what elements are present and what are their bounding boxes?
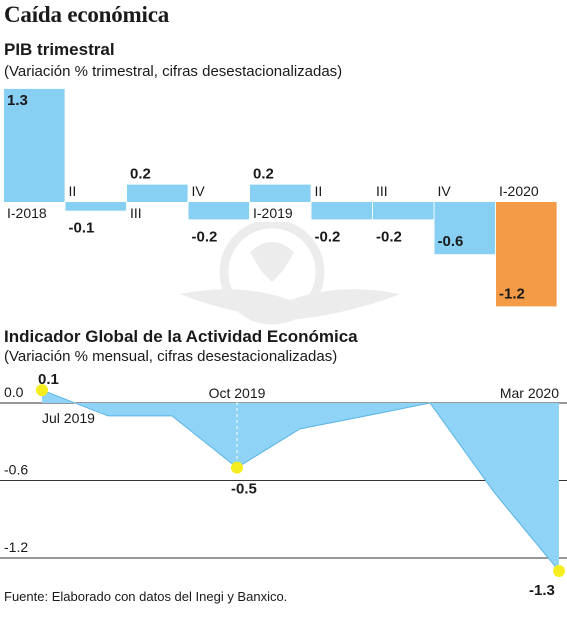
gdp-value-label: 0.2 (253, 166, 274, 183)
gdp-category-label: II (69, 183, 77, 199)
gdp-value-label: -0.2 (376, 228, 402, 245)
igae-x-label: Oct 2019 (209, 385, 266, 401)
gdp-bar-5 (311, 202, 373, 220)
gdp-value-label: -0.1 (69, 220, 95, 237)
igae-point-marker (553, 564, 565, 577)
igae-point-label: 0.1 (38, 371, 59, 388)
gdp-value-label: -0.2 (315, 228, 341, 245)
gdp-category-label: I-2019 (253, 205, 293, 221)
igae-point-marker (231, 461, 243, 474)
gdp-bar-8 (496, 202, 557, 307)
gdp-bar-chart: I-2018 1.3 II -0.1 III 0.2 IV -0.2 I-2019 0.2 II -0… (4, 88, 557, 307)
gdp-bar-0 (4, 88, 65, 202)
igae-chart-subtitle: (Variación % mensual, cifras desestacion… (4, 348, 338, 365)
gdp-value-label: -0.6 (438, 233, 464, 250)
gdp-category-label: IV (438, 183, 452, 199)
gdp-value-label: 1.3 (7, 92, 28, 109)
igae-y-tick-label: -1.2 (4, 539, 28, 555)
gdp-value-label: -1.2 (499, 285, 525, 302)
gdp-bar-4 (250, 184, 311, 202)
igae-x-label: Mar 2020 (500, 385, 559, 401)
igae-x-label: Jul 2019 (42, 410, 95, 426)
page-title: Caída económica (4, 2, 170, 27)
gdp-chart-subtitle: (Variación % trimestral, cifras desestac… (4, 63, 343, 80)
gdp-value-label: -0.2 (192, 228, 218, 245)
gdp-category-label: II (315, 183, 323, 199)
gdp-category-label: I-2018 (7, 205, 47, 221)
gdp-bar-2 (127, 184, 188, 202)
igae-area (42, 390, 559, 571)
igae-point-label: -1.3 (529, 582, 555, 599)
gdp-category-label: III (376, 183, 388, 199)
igae-line (41, 389, 560, 572)
igae-point-label: -0.5 (231, 481, 257, 498)
gdp-category-label: IV (192, 183, 206, 199)
source-note: Fuente: Elaborado con datos del Inegi y … (4, 589, 288, 604)
igae-chart-title: Indicador Global de la Actividad Económi… (4, 327, 358, 346)
igae-point-marker (36, 384, 48, 397)
gdp-category-label: III (130, 205, 142, 221)
gdp-value-label: 0.2 (130, 166, 151, 183)
gdp-bar-7 (434, 202, 496, 255)
gdp-bar-1 (65, 202, 127, 211)
igae-y-tick-label: 0.0 (4, 384, 24, 400)
gdp-chart-title: PIB trimestral (4, 40, 115, 59)
gdp-bar-3 (188, 202, 250, 220)
eagle-watermark-logo (180, 222, 400, 325)
igae-y-tick-label: -0.6 (4, 462, 28, 478)
gdp-bar-6 (373, 202, 434, 220)
gdp-category-label: I-2020 (499, 183, 539, 199)
